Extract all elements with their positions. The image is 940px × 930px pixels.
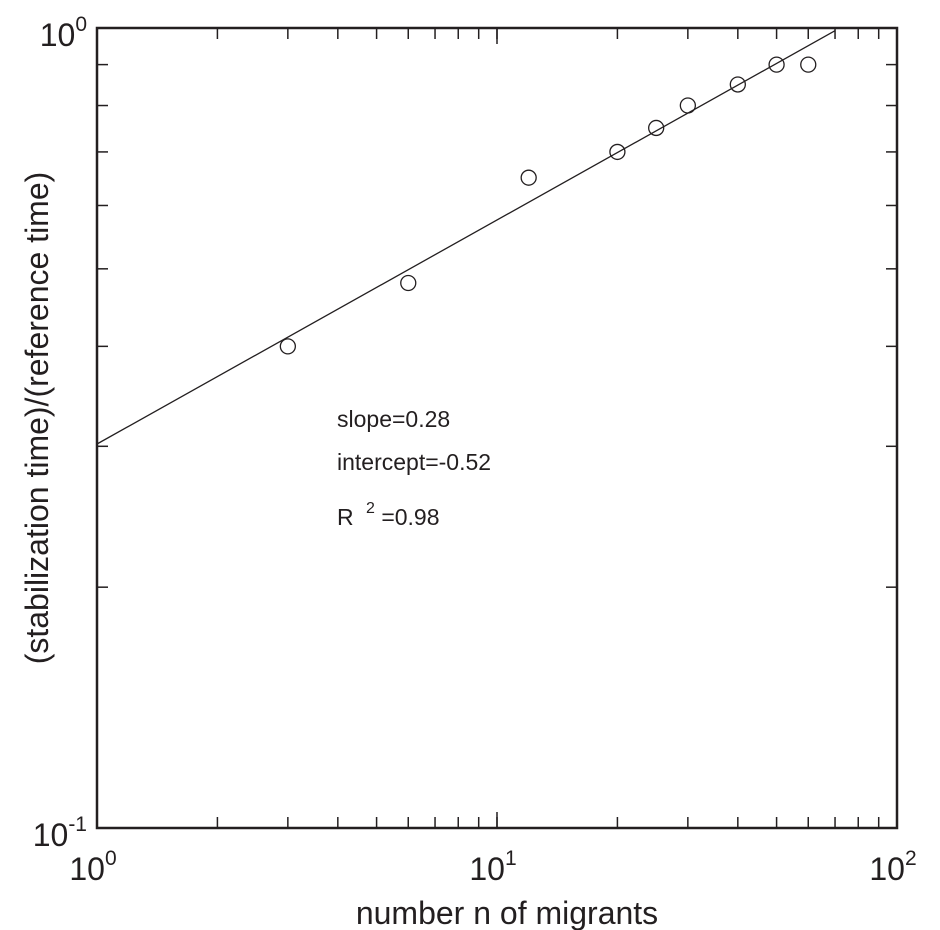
data-point <box>768 56 785 73</box>
y-tick-label: 10-1 <box>33 813 87 853</box>
x-tick-label: 102 <box>869 847 916 887</box>
plot-frame-rect <box>95 26 899 830</box>
axis-ticks <box>97 28 897 828</box>
x-tick-label: 100 <box>69 847 116 887</box>
fit-line <box>96 30 836 445</box>
r-squared-value: =0.98 <box>381 504 439 530</box>
x-tick-label-exponent: 0 <box>105 847 117 870</box>
data-point <box>800 56 817 73</box>
y-tick-label-exponent: 0 <box>75 13 87 36</box>
data-point <box>679 97 696 114</box>
data-point <box>520 169 537 186</box>
intercept-annotation: intercept=-0.52 <box>337 449 491 475</box>
slope-annotation: slope=0.28 <box>337 406 450 432</box>
y-tick-label: 100 <box>40 13 87 53</box>
x-tick-label-exponent: 1 <box>505 847 517 870</box>
x-axis-label: number n of migrants <box>356 895 658 930</box>
x-tick-label-base: 10 <box>869 851 905 887</box>
r-squared-superscript: 2 <box>366 500 375 517</box>
x-tick-label-base: 10 <box>69 851 105 887</box>
x-tick-label-exponent: 2 <box>905 847 917 870</box>
data-point <box>609 143 626 161</box>
fit-line-group <box>96 30 836 445</box>
x-tick-label-base: 10 <box>469 851 505 887</box>
y-tick-label-base: 10 <box>33 817 69 853</box>
y-tick-label-exponent: -1 <box>68 813 87 836</box>
data-point <box>648 119 665 137</box>
y-tick-label-base: 10 <box>40 17 76 53</box>
data-points <box>279 56 817 355</box>
data-point <box>400 274 417 292</box>
r-squared-annotation: R 2 =0.98 <box>337 492 440 530</box>
data-point <box>279 338 296 355</box>
y-axis-label: (stabilization time)/(reference time) <box>19 172 55 665</box>
plot-frame <box>95 26 899 830</box>
r-squared-prefix: R <box>337 504 354 530</box>
data-point <box>729 76 746 93</box>
x-tick-label: 101 <box>469 847 516 887</box>
